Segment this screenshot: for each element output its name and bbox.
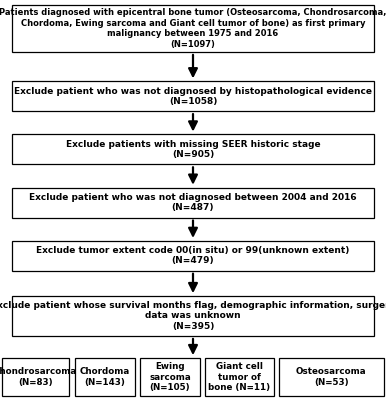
FancyBboxPatch shape: [12, 5, 374, 52]
Text: Giant cell
tumor of
bone (N=11): Giant cell tumor of bone (N=11): [208, 362, 270, 392]
Text: Chondrosarcoma
(N=83): Chondrosarcoma (N=83): [0, 367, 77, 387]
FancyBboxPatch shape: [12, 296, 374, 336]
Text: Exclude patients with missing SEER historic stage
(N=905): Exclude patients with missing SEER histo…: [66, 140, 320, 159]
Text: Exclude tumor extent code 00(in situ) or 99(unknown extent)
(N=479): Exclude tumor extent code 00(in situ) or…: [36, 246, 350, 266]
Text: Ewing
sarcoma
(N=105): Ewing sarcoma (N=105): [149, 362, 191, 392]
FancyBboxPatch shape: [12, 241, 374, 271]
FancyBboxPatch shape: [140, 358, 200, 396]
FancyBboxPatch shape: [12, 134, 374, 164]
Text: Chordoma
(N=143): Chordoma (N=143): [80, 367, 130, 387]
Text: Patients diagnosed with epicentral bone tumor (Osteosarcoma, Chondrosarcoma,
Cho: Patients diagnosed with epicentral bone …: [0, 8, 386, 48]
Text: Exclude patient whose survival months flag, demographic information, surgery
dat: Exclude patient whose survival months fl…: [0, 301, 386, 331]
FancyBboxPatch shape: [205, 358, 274, 396]
FancyBboxPatch shape: [12, 188, 374, 218]
Text: Exclude patient who was not diagnosed between 2004 and 2016
(N=487): Exclude patient who was not diagnosed be…: [29, 193, 357, 212]
FancyBboxPatch shape: [279, 358, 384, 396]
Text: Osteosarcoma
(N=53): Osteosarcoma (N=53): [296, 367, 367, 387]
FancyBboxPatch shape: [12, 81, 374, 111]
FancyBboxPatch shape: [75, 358, 135, 396]
Text: Exclude patient who was not diagnosed by histopathological evidence
(N=1058): Exclude patient who was not diagnosed by…: [14, 86, 372, 106]
FancyBboxPatch shape: [2, 358, 69, 396]
